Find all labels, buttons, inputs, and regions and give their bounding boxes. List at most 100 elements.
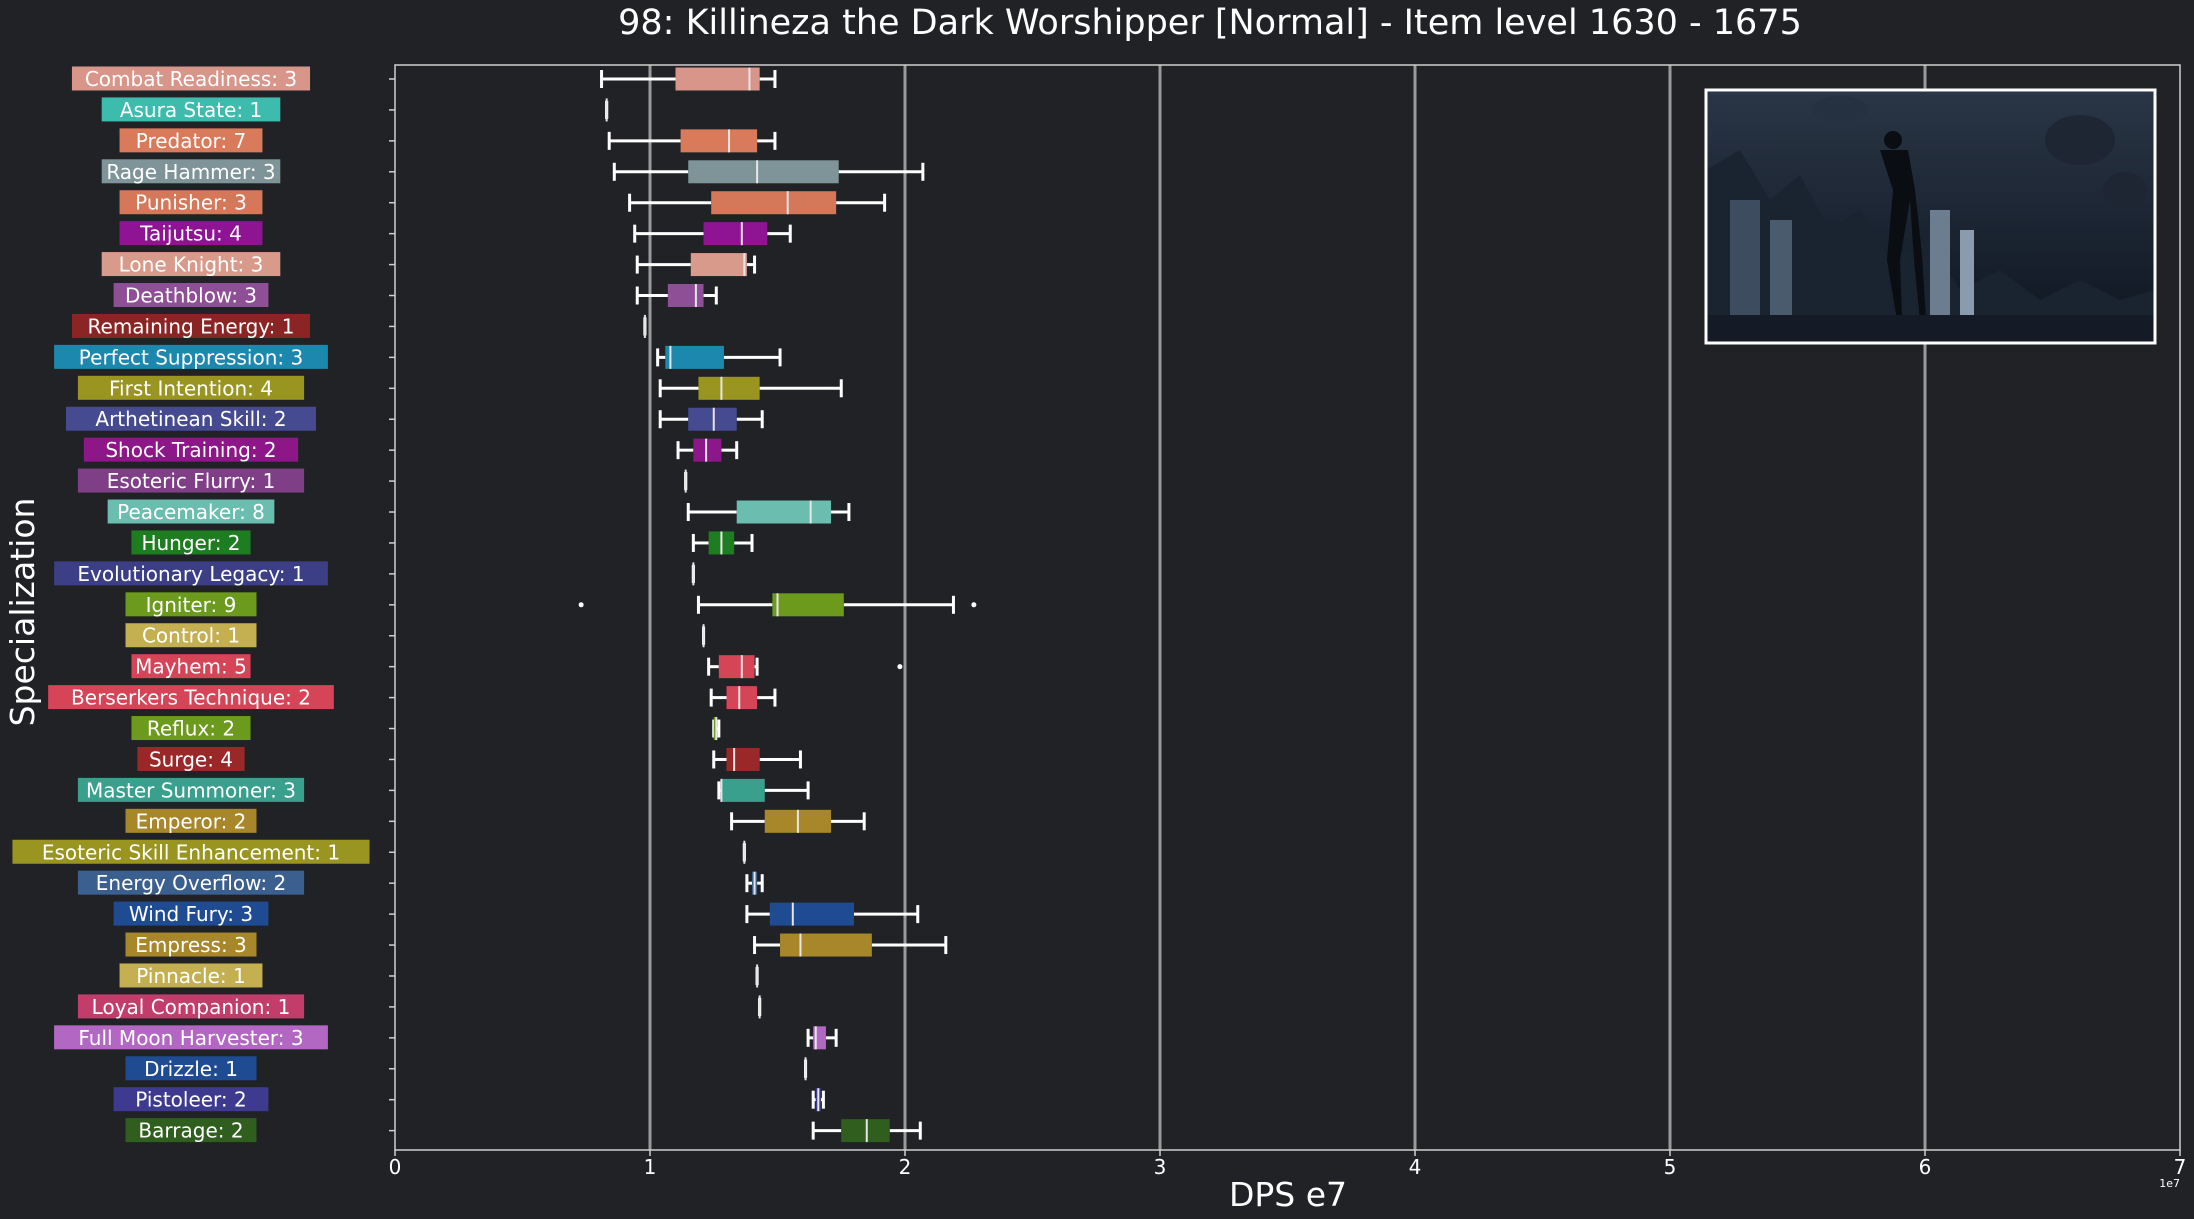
y-tick-label: Drizzle: 1 xyxy=(144,1057,238,1081)
x-tick-label: 1 xyxy=(644,1155,657,1179)
y-tick-label: Full Moon Harvester: 3 xyxy=(78,1026,303,1050)
box xyxy=(675,67,760,91)
box-row xyxy=(691,531,754,555)
label-background xyxy=(125,808,257,833)
box-series xyxy=(578,67,977,1143)
y-tick-label: Remaining Energy: 1 xyxy=(88,314,295,338)
y-tick-label: Deathblow: 3 xyxy=(125,284,257,308)
y-tick-label: Shock Training: 2 xyxy=(105,438,276,462)
box xyxy=(665,345,724,369)
y-tick-label: Mayhem: 5 xyxy=(135,655,247,679)
box-row xyxy=(712,747,802,771)
y-tick-label: Pistoleer: 2 xyxy=(135,1088,247,1112)
box-row xyxy=(745,871,764,895)
box-row xyxy=(742,840,746,864)
y-tick-label: Barrage: 2 xyxy=(138,1119,243,1143)
y-tick-label: Esoteric Flurry: 1 xyxy=(107,469,276,493)
box xyxy=(693,438,722,462)
y-tick-label: Perfect Suppression: 3 xyxy=(79,345,303,369)
label-background xyxy=(113,283,269,308)
y-tick-label: Pinnacle: 1 xyxy=(136,964,245,988)
box-row xyxy=(753,933,948,957)
box-row xyxy=(635,284,718,308)
box-row xyxy=(758,995,762,1019)
box-row xyxy=(712,717,721,741)
plot-frame xyxy=(394,64,2181,1151)
box-row xyxy=(691,562,695,586)
y-tick-label: Energy Overflow: 2 xyxy=(96,871,286,895)
box-row xyxy=(612,160,925,184)
outlier-point xyxy=(971,602,977,608)
box xyxy=(703,222,768,246)
label-background xyxy=(54,1025,328,1050)
label-background xyxy=(119,221,263,246)
label-background xyxy=(107,499,275,524)
label-background xyxy=(119,190,263,215)
box xyxy=(769,902,854,926)
box xyxy=(772,593,844,617)
box-row xyxy=(811,1119,922,1143)
label-background xyxy=(66,406,316,431)
x-tick-label: 2 xyxy=(899,1155,912,1179)
grid-lines xyxy=(648,65,1927,1150)
box-row xyxy=(709,686,777,710)
x-tick-label: 4 xyxy=(1409,1155,1422,1179)
x-tick-label: 5 xyxy=(1664,1155,1677,1179)
box xyxy=(711,191,837,215)
y-tick-label: Rage Hammer: 3 xyxy=(106,160,275,184)
box-row xyxy=(755,964,759,988)
y-tick-label: Esoteric Skill Enhancement: 1 xyxy=(42,840,340,864)
y-axis-labels: Combat Readiness: 3 Asura State: 1 Predato… xyxy=(12,66,395,1143)
label-background xyxy=(54,344,328,369)
label-background xyxy=(71,313,311,338)
box-row xyxy=(745,902,920,926)
y-tick-label: Loyal Companion: 1 xyxy=(92,995,291,1019)
label-background xyxy=(125,932,257,957)
y-tick-label: Empress: 3 xyxy=(135,933,247,957)
label-background xyxy=(131,716,251,741)
box xyxy=(841,1119,890,1143)
label-background xyxy=(125,1118,257,1143)
box-row xyxy=(643,314,647,338)
box xyxy=(680,129,758,153)
outlier-point xyxy=(578,602,584,608)
box xyxy=(736,500,832,524)
label-background xyxy=(12,839,370,864)
label-background xyxy=(48,685,334,710)
box xyxy=(698,376,760,400)
label-background xyxy=(125,592,257,617)
label-background xyxy=(77,468,305,493)
box-row xyxy=(658,376,843,400)
box-row xyxy=(578,593,977,617)
label-background xyxy=(113,901,269,926)
y-tick-label: Igniter: 9 xyxy=(146,593,237,617)
label-background xyxy=(77,870,305,895)
label-background xyxy=(71,66,311,91)
box-row xyxy=(633,222,792,246)
box xyxy=(780,933,872,957)
y-tick-label: Taijutsu: 4 xyxy=(139,222,242,246)
box-row xyxy=(600,67,777,91)
label-background xyxy=(83,437,299,462)
box xyxy=(690,253,747,277)
y-tick-label: Emperor: 2 xyxy=(136,809,247,833)
y-tick-label: Berserkers Technique: 2 xyxy=(71,686,311,710)
x-offset-text: 1e7 xyxy=(2159,1177,2180,1190)
x-axis-label: DPS e7 xyxy=(1229,1175,1347,1214)
label-background xyxy=(77,375,305,400)
label-background xyxy=(119,128,263,153)
label-background xyxy=(131,530,251,555)
x-tick-label: 3 xyxy=(1154,1155,1167,1179)
y-tick-label: Hunger: 2 xyxy=(141,531,240,555)
box xyxy=(688,407,737,431)
y-tick-label: Wind Fury: 3 xyxy=(129,902,253,926)
y-tick-label: Lone Knight: 3 xyxy=(119,253,264,277)
label-background xyxy=(101,159,281,184)
box-row xyxy=(605,98,609,122)
outlier-point xyxy=(897,664,903,670)
label-background xyxy=(54,561,328,586)
box xyxy=(721,778,765,802)
box-row xyxy=(635,253,757,277)
box-row xyxy=(717,778,810,802)
